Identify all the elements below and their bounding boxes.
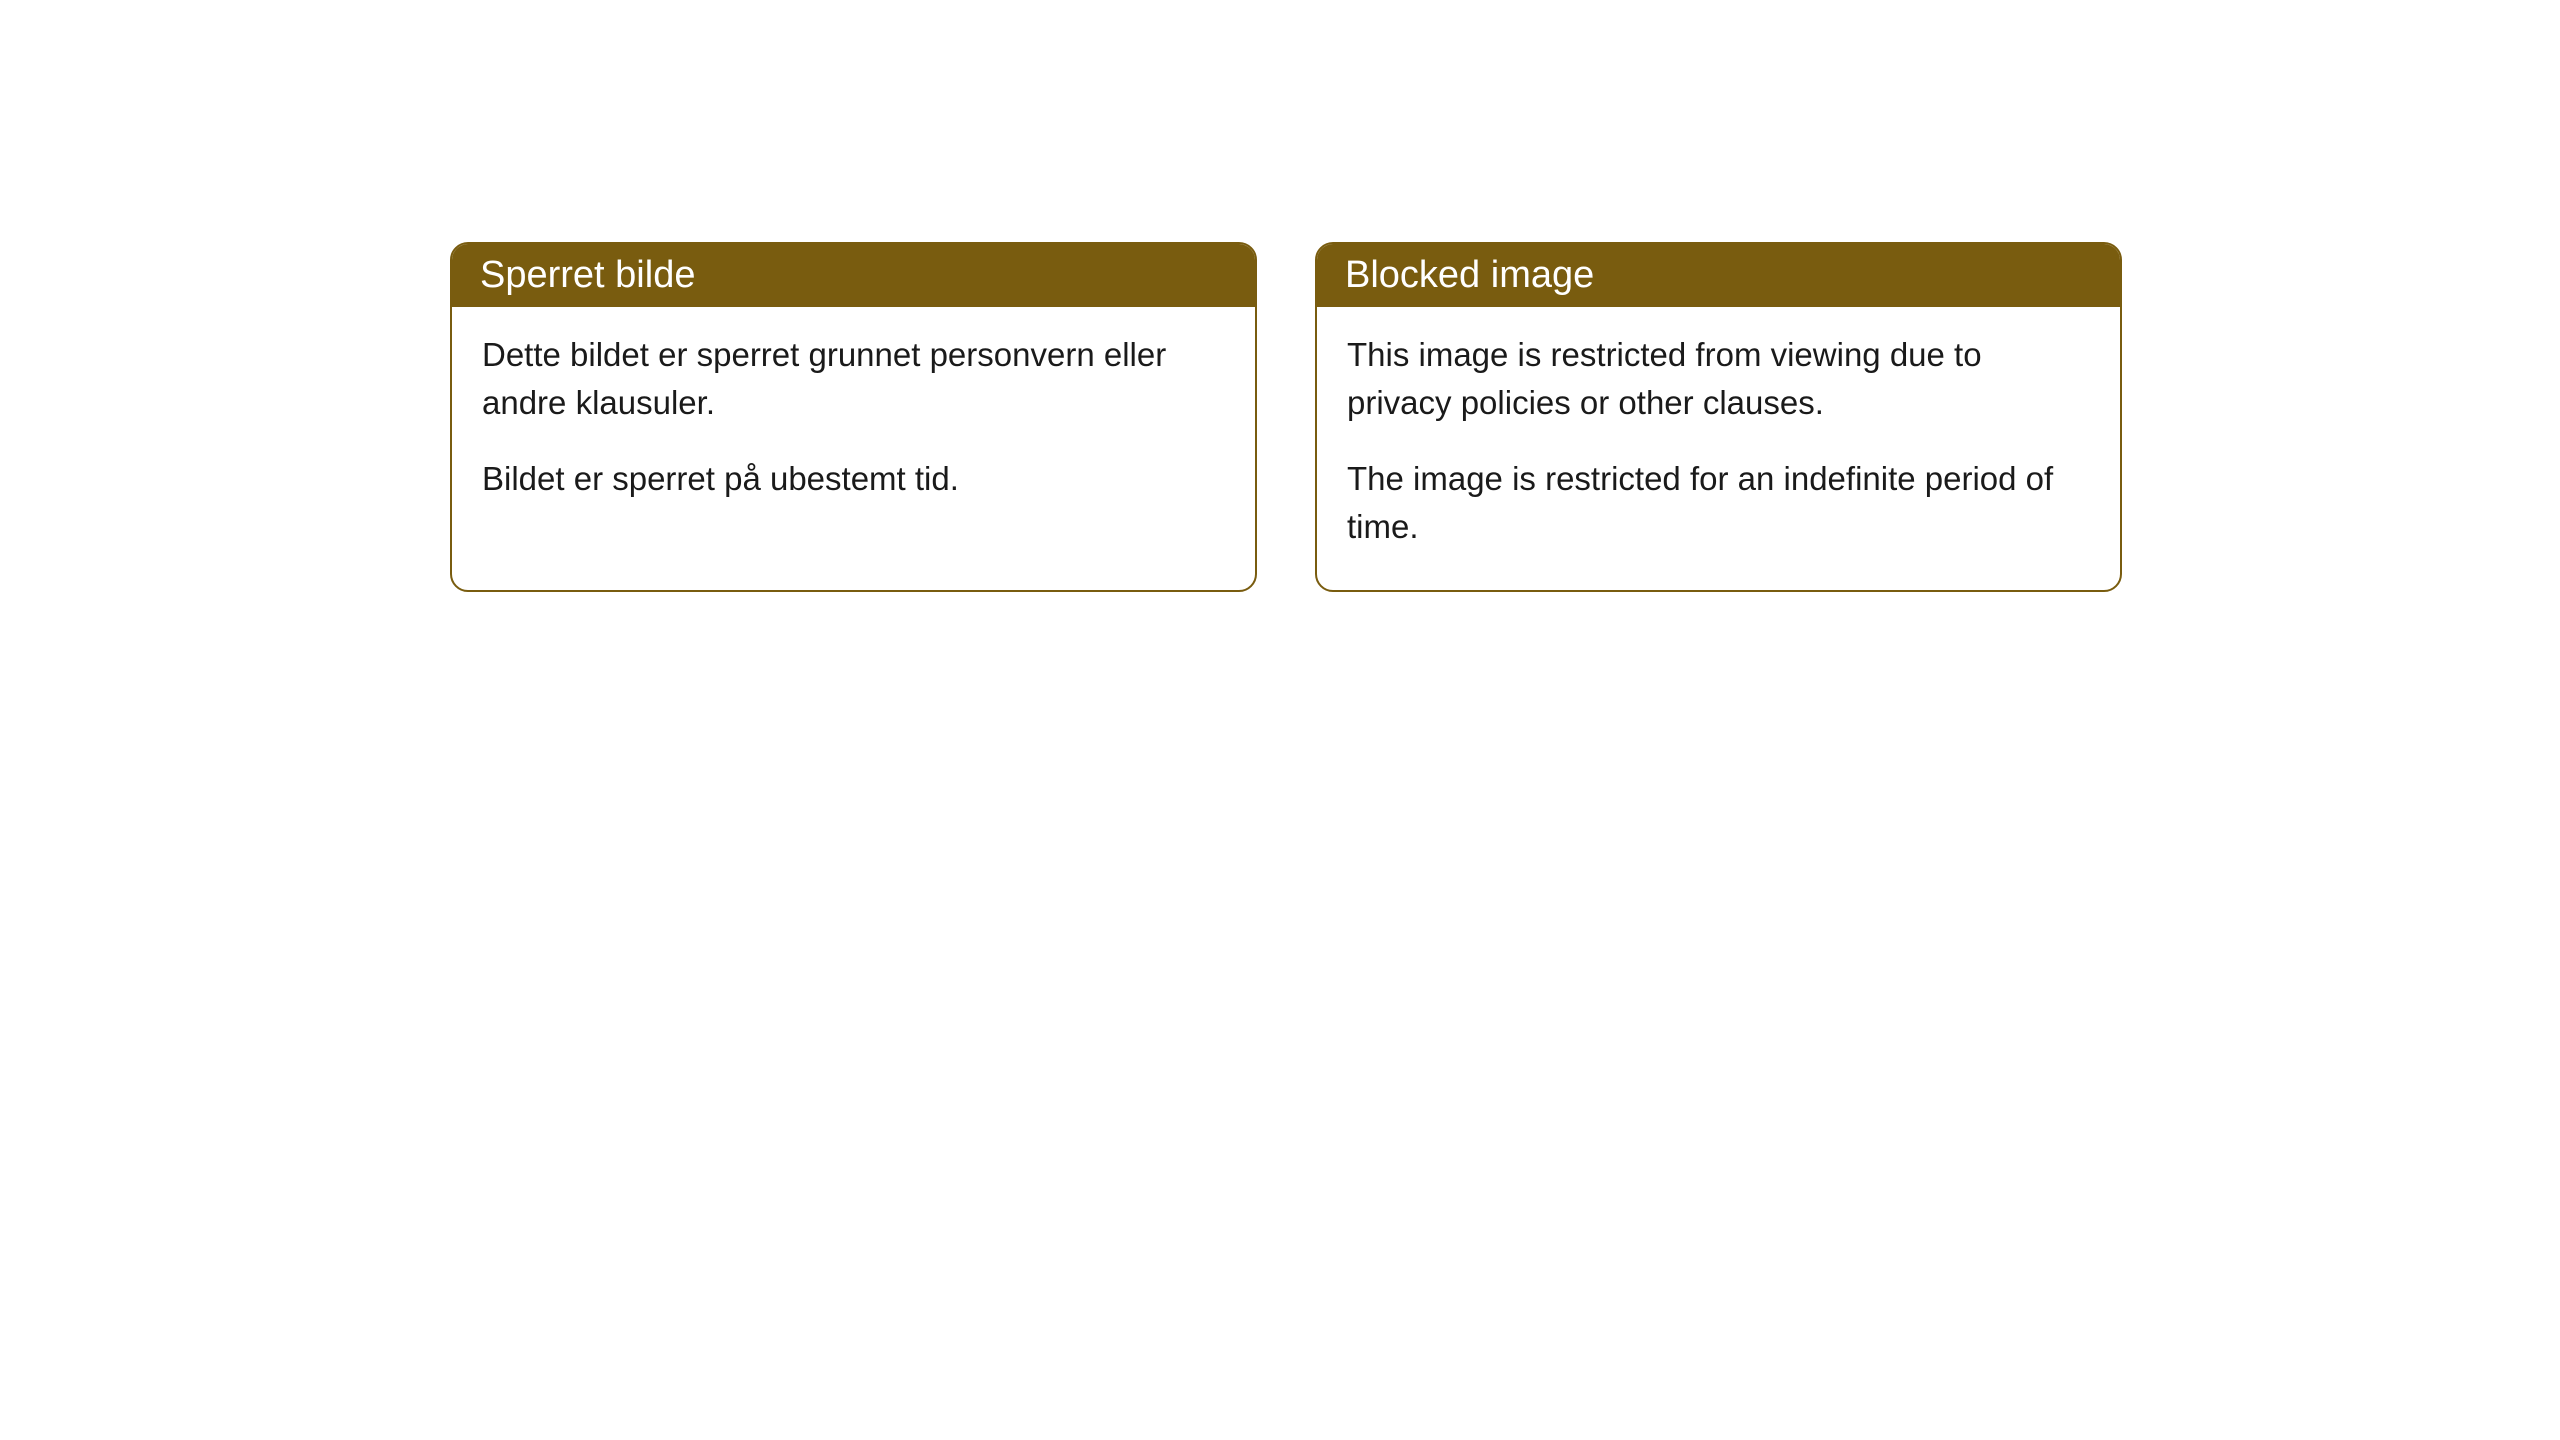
card-paragraph: Bildet er sperret på ubestemt tid.: [482, 455, 1225, 503]
notice-card-english: Blocked image This image is restricted f…: [1315, 242, 2122, 592]
notice-card-norwegian: Sperret bilde Dette bildet er sperret gr…: [450, 242, 1257, 592]
card-body: This image is restricted from viewing du…: [1317, 307, 2120, 590]
card-paragraph: The image is restricted for an indefinit…: [1347, 455, 2090, 551]
notice-cards-container: Sperret bilde Dette bildet er sperret gr…: [450, 242, 2122, 592]
card-header: Sperret bilde: [452, 244, 1255, 307]
card-header: Blocked image: [1317, 244, 2120, 307]
card-paragraph: Dette bildet er sperret grunnet personve…: [482, 331, 1225, 427]
card-paragraph: This image is restricted from viewing du…: [1347, 331, 2090, 427]
card-title: Sperret bilde: [480, 254, 695, 296]
card-body: Dette bildet er sperret grunnet personve…: [452, 307, 1255, 543]
card-title: Blocked image: [1345, 254, 1594, 296]
